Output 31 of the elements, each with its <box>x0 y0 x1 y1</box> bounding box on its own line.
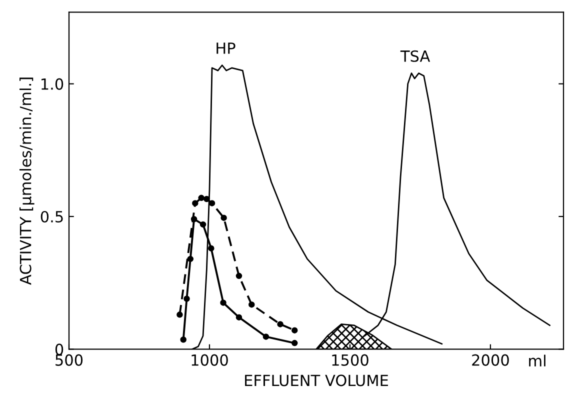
point <box>220 214 227 221</box>
point <box>200 221 206 228</box>
y-tick-label: 0.5 <box>40 210 63 223</box>
point <box>208 200 216 206</box>
x-tick-label: 1500 <box>332 354 368 366</box>
point <box>220 300 226 306</box>
point <box>176 312 183 318</box>
point <box>262 334 270 340</box>
text: ml <box>529 354 546 366</box>
point <box>236 314 242 320</box>
point <box>184 296 190 302</box>
point <box>291 327 298 334</box>
y-tick-label: 0 <box>55 344 64 356</box>
x-axis-title: EFFLUENT VOLUME <box>245 374 388 386</box>
point <box>248 301 255 308</box>
point <box>208 245 214 252</box>
point <box>180 336 186 343</box>
point <box>291 340 298 346</box>
point <box>204 196 210 202</box>
point <box>198 194 204 202</box>
x-tick-label: 500 <box>56 354 83 366</box>
point <box>192 200 198 206</box>
x-tick-label: 2000 <box>472 354 509 366</box>
annotation: TSA <box>400 50 430 62</box>
x-tick-label: 1000 <box>192 354 228 366</box>
point <box>236 272 242 280</box>
point <box>277 321 284 328</box>
point <box>187 256 194 262</box>
y-axis-title: ACTIVITY [μmoles/min./ml.] <box>20 78 34 285</box>
y-tick-label: 1.0 <box>42 78 64 90</box>
annotation: HP <box>216 42 236 54</box>
